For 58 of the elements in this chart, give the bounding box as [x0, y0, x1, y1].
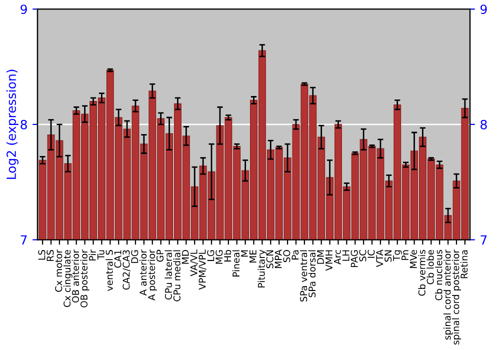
y2-tick-label: 9	[480, 4, 487, 14]
x-tick-label: MD	[182, 250, 189, 264]
x-tick-label: Pituitary	[258, 250, 267, 288]
x-tick-label: ME	[250, 250, 256, 262]
x-tick-label: CPu lateral	[164, 250, 172, 300]
x-tick-label: Pa	[292, 250, 299, 260]
x-tick-label: ventral S	[106, 250, 113, 291]
x-tick-label: SCN	[266, 250, 274, 268]
x-tick-label: VMH	[326, 250, 332, 271]
x-tick-label: SO	[283, 250, 290, 262]
y-tick-label: 9	[20, 4, 27, 14]
x-tick-label: spinal cord anterior	[444, 249, 453, 340]
x-tick-label: spinal cord posterior	[452, 249, 461, 345]
x-tick-label: Cx motor	[55, 249, 62, 292]
x-tick-label: M	[241, 250, 248, 257]
x-tick-label: LG	[207, 250, 214, 261]
y2-tick-label: 7	[480, 235, 487, 244]
x-tick-label: VTA	[376, 250, 384, 268]
x-tick-label: Cb vermis	[418, 250, 426, 296]
x-tick-label: Cx cingulate	[63, 250, 72, 307]
x-tick-label: Tu	[97, 250, 104, 260]
y-axis-title: Log2 (expression)	[6, 70, 18, 179]
x-tick-label: OB posterior	[80, 249, 90, 308]
x-tick-label: MG	[216, 250, 223, 264]
x-tick-label: Hb	[224, 250, 232, 262]
y2-tick-label: 8	[480, 120, 487, 130]
y-tick-label: 8	[20, 120, 27, 130]
x-tick-label: Pn	[402, 250, 408, 260]
x-tick-label: MVe	[410, 250, 417, 268]
x-tick-label: DG	[131, 250, 138, 263]
x-tick-label: A posterior	[148, 249, 157, 300]
x-tick-label: RS	[46, 250, 54, 261]
x-tick-label: GP	[156, 250, 164, 262]
x-tick-label: LH	[342, 250, 350, 261]
x-tick-label: SPa ventral	[300, 250, 308, 302]
x-tick-label: Cb lobe	[426, 250, 434, 284]
x-tick-label: PAG	[350, 250, 358, 267]
x-tick-label: CPu medial	[173, 250, 180, 302]
x-tick-label: SPa dorsal	[308, 250, 316, 298]
x-tick-label: Tg	[393, 250, 402, 262]
x-tick-label: Pir	[88, 249, 96, 260]
x-tick-label: VA/VL	[190, 250, 198, 276]
x-tick-label: CA1	[114, 250, 122, 268]
x-tick-label: DM	[317, 250, 324, 264]
x-tick-label: Cb nucleus	[435, 250, 442, 300]
x-tick-label: CA2/CA3	[122, 250, 130, 290]
x-tick-label: Arc	[334, 250, 341, 264]
x-tick-label: SC	[359, 250, 366, 262]
x-tick-label: IC	[368, 250, 375, 258]
x-tick-label: LS	[38, 250, 46, 260]
x-tick-label: Retina	[460, 250, 468, 278]
x-tick-label: OB anterior	[72, 249, 80, 303]
x-tick-label: VPM/VPL	[198, 250, 206, 290]
x-tick-label: Pineal	[232, 250, 240, 276]
y-tick-label: 7	[20, 235, 27, 244]
x-tick-label: MPA	[274, 250, 282, 268]
x-tick-label: A anterior	[139, 249, 147, 296]
x-tick-label: SN	[384, 250, 392, 262]
